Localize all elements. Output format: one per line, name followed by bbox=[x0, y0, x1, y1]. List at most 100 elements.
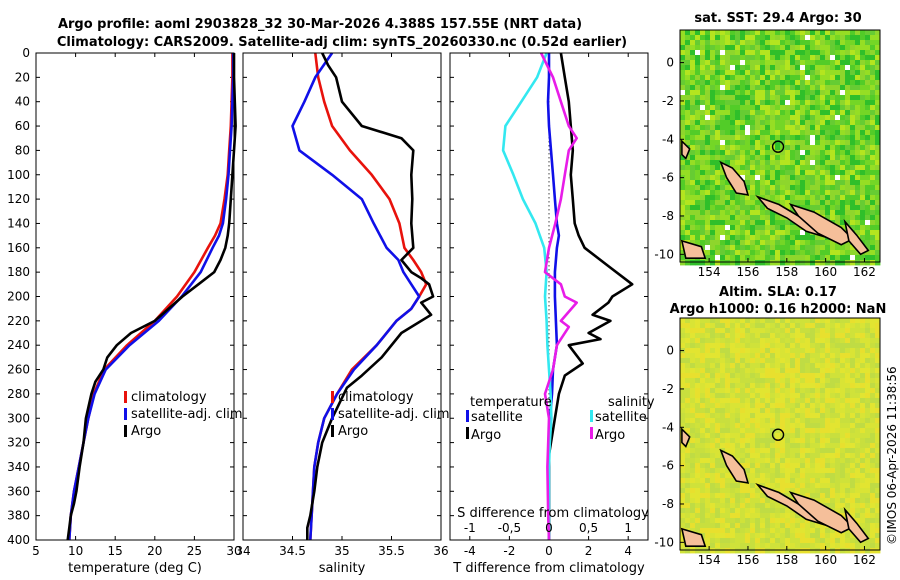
map-cell bbox=[705, 413, 711, 419]
map-cell bbox=[800, 140, 806, 146]
map-cell bbox=[695, 403, 701, 409]
map-cell bbox=[790, 518, 796, 524]
map-cell bbox=[720, 338, 726, 344]
map-cell bbox=[835, 373, 841, 379]
map-cell bbox=[870, 368, 876, 374]
map-cell bbox=[785, 100, 791, 106]
map-cell bbox=[870, 175, 876, 181]
map-cell bbox=[830, 100, 836, 106]
map-cell bbox=[740, 90, 746, 96]
map-cell bbox=[755, 215, 761, 221]
island-shape bbox=[843, 218, 870, 256]
map-cell bbox=[800, 468, 806, 474]
map-cell bbox=[855, 463, 861, 469]
map-cell bbox=[690, 115, 696, 121]
map-cell bbox=[780, 458, 786, 464]
map-cell bbox=[710, 413, 716, 419]
map-cell bbox=[755, 90, 761, 96]
map-cell bbox=[685, 518, 691, 524]
map-cell bbox=[825, 165, 831, 171]
map-cell bbox=[840, 120, 846, 126]
map-cell bbox=[735, 503, 741, 509]
map-cell bbox=[740, 250, 746, 256]
map-cell bbox=[805, 135, 811, 141]
map-cell bbox=[785, 125, 791, 131]
map-cell bbox=[720, 383, 726, 389]
map-cell bbox=[840, 170, 846, 176]
map-cell bbox=[785, 473, 791, 479]
map-cell bbox=[705, 333, 711, 339]
map-cell bbox=[715, 190, 721, 196]
map-cell bbox=[775, 120, 781, 126]
map-cell bbox=[865, 70, 871, 76]
map-cell bbox=[840, 443, 846, 449]
map-cell bbox=[710, 185, 716, 191]
map-cell bbox=[840, 393, 846, 399]
map-cell bbox=[725, 70, 731, 76]
map-cell bbox=[825, 135, 831, 141]
map-cell bbox=[685, 80, 691, 86]
map-cell bbox=[765, 35, 771, 41]
map-cell bbox=[855, 75, 861, 81]
map-cell bbox=[755, 170, 761, 176]
map-cell bbox=[815, 240, 821, 246]
map-cell bbox=[860, 328, 866, 334]
map-cell bbox=[790, 160, 796, 166]
map-cell bbox=[750, 60, 756, 66]
map-cell bbox=[870, 60, 876, 66]
map-cell bbox=[790, 155, 796, 161]
map-cell bbox=[790, 438, 796, 444]
map-cell bbox=[700, 443, 706, 449]
map-cell bbox=[695, 493, 701, 499]
map-cell bbox=[855, 220, 861, 226]
map-cell bbox=[745, 30, 751, 36]
map-cell bbox=[705, 383, 711, 389]
map-cell bbox=[690, 328, 696, 334]
map-cell bbox=[725, 448, 731, 454]
map-cell bbox=[770, 105, 776, 111]
map-cell bbox=[705, 200, 711, 206]
map-cell bbox=[820, 318, 826, 324]
map-cell bbox=[870, 478, 876, 484]
map-cell bbox=[835, 75, 841, 81]
map-cell bbox=[725, 508, 731, 514]
map-cell bbox=[855, 348, 861, 354]
map-cell bbox=[785, 468, 791, 474]
map-cell bbox=[840, 255, 846, 261]
map-cell bbox=[820, 80, 826, 86]
map-cell bbox=[695, 75, 701, 81]
map-cell bbox=[850, 353, 856, 359]
map-x-tick-label: 158 bbox=[775, 553, 798, 567]
map-cell bbox=[730, 260, 736, 266]
map-cell bbox=[750, 368, 756, 374]
map-cell bbox=[780, 508, 786, 514]
map-cell bbox=[705, 528, 711, 534]
map-cell bbox=[810, 493, 816, 499]
map-cell bbox=[835, 493, 841, 499]
map-cell bbox=[725, 443, 731, 449]
map-cell bbox=[725, 95, 731, 101]
map-cell bbox=[680, 373, 686, 379]
map-cell bbox=[860, 205, 866, 211]
map-cell bbox=[775, 40, 781, 46]
map-cell bbox=[765, 160, 771, 166]
map-cell bbox=[760, 250, 766, 256]
map-cell bbox=[700, 483, 706, 489]
map-cell bbox=[755, 35, 761, 41]
map-cell bbox=[860, 323, 866, 329]
map-cell bbox=[850, 80, 856, 86]
map-cell bbox=[700, 235, 706, 241]
map-cell bbox=[690, 318, 696, 324]
map-cell bbox=[870, 155, 876, 161]
map-cell bbox=[755, 518, 761, 524]
map-cell bbox=[770, 70, 776, 76]
map-cell bbox=[875, 478, 881, 484]
map-cell bbox=[825, 115, 831, 121]
map-cell bbox=[820, 488, 826, 494]
island-shape bbox=[788, 203, 855, 246]
map-cell bbox=[875, 250, 881, 256]
map-cell bbox=[695, 453, 701, 459]
map-cell bbox=[795, 478, 801, 484]
map-cell bbox=[840, 363, 846, 369]
map-cell bbox=[800, 423, 806, 429]
